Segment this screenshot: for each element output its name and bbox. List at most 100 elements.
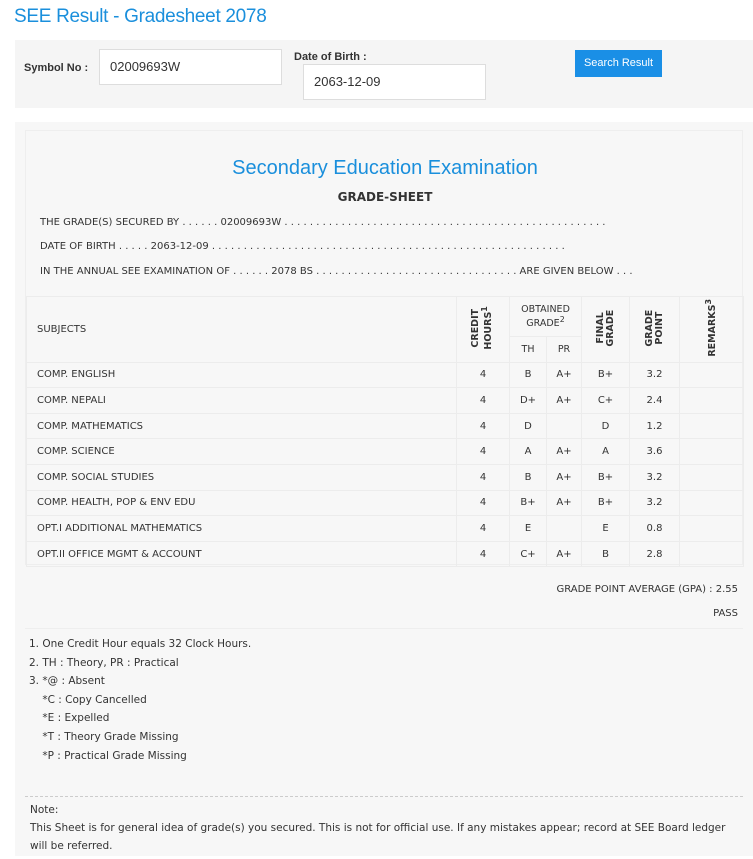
footnotes: 1. One Credit Hour equals 32 Clock Hours… xyxy=(29,635,251,765)
cell-credit: 4 xyxy=(456,412,510,440)
cell-final: B+ xyxy=(581,463,630,491)
cell-remarks xyxy=(679,387,744,414)
table-row: OPT.I ADDITIONAL MATHEMATICS 4 E E 0.8 xyxy=(26,515,744,542)
cell-pr xyxy=(546,412,582,440)
header-obtained-grade: OBTAINED GRADE2 xyxy=(509,296,582,337)
dob-line: DATE OF BIRTH . . . . . 2063-12-09 . . .… xyxy=(40,241,565,252)
footnote: *C : Copy Cancelled xyxy=(29,693,147,706)
exam-heading: Secondary Education Examination xyxy=(232,157,538,179)
search-result-button[interactable]: Search Result xyxy=(575,50,662,77)
secured-by-line: THE GRADE(S) SECURED BY . . . . . . 0200… xyxy=(40,217,606,228)
cell-final: B+ xyxy=(581,489,630,517)
header-grade-point: GRADE POINT xyxy=(629,296,680,363)
header-final-grade: FINAL GRADE xyxy=(581,296,630,363)
cell-credit: 4 xyxy=(456,438,510,465)
cell-th: A xyxy=(509,438,547,465)
cell-subject: COMP. NEPALI xyxy=(26,387,457,414)
table-row: COMP. NEPALI 4 D+ A+ C+ 2.4 xyxy=(26,387,744,414)
table-row: OPT.II OFFICE MGMT & ACCOUNT 4 C+ A+ B 2.8 xyxy=(26,540,744,568)
cell-credit: 4 xyxy=(456,489,510,517)
search-form: Symbol No : 02009693W Date of Birth : 20… xyxy=(15,40,753,108)
cell-final: E xyxy=(581,515,630,542)
table-row: COMP. SCIENCE 4 A A+ A 3.6 xyxy=(26,438,744,465)
note-title: Note: xyxy=(30,804,59,816)
cell-subject: OPT.I ADDITIONAL MATHEMATICS xyxy=(26,515,457,542)
cell-remarks xyxy=(679,438,744,465)
dob-label: Date of Birth : xyxy=(294,51,367,63)
cell-pr: A+ xyxy=(546,387,582,414)
page-title: SEE Result - Gradesheet 2078 xyxy=(14,6,267,27)
cell-pr: A+ xyxy=(546,438,582,465)
cell-th: C+ xyxy=(509,540,547,568)
cell-credit: 4 xyxy=(456,515,510,542)
divider xyxy=(25,628,743,629)
dob-input[interactable]: 2063-12-09 xyxy=(303,64,486,100)
cell-th: E xyxy=(509,515,547,542)
footnote: *E : Expelled xyxy=(29,712,110,725)
cell-subject: COMP. SOCIAL STUDIES xyxy=(26,463,457,491)
footnote: 3. *@ : Absent xyxy=(29,675,105,688)
cell-subject: COMP. MATHEMATICS xyxy=(26,412,457,440)
cell-final: A xyxy=(581,438,630,465)
cell-remarks xyxy=(679,463,744,491)
header-credit-hours: CREDIT HOURS1 xyxy=(456,296,510,363)
cell-subject: COMP. HEALTH, POP & ENV EDU xyxy=(26,489,457,517)
grade-sheet: Secondary Education Examination GRADE-SH… xyxy=(15,122,753,856)
result-status: PASS xyxy=(713,608,738,619)
table-row: COMP. HEALTH, POP & ENV EDU 4 B+ A+ B+ 3.2 xyxy=(26,489,744,517)
cell-final: C+ xyxy=(581,387,630,414)
cell-pr: A+ xyxy=(546,361,582,389)
cell-gp: 1.2 xyxy=(629,412,680,440)
header-subjects: SUBJECTS xyxy=(26,296,457,363)
cell-th: B+ xyxy=(509,489,547,517)
cell-remarks xyxy=(679,361,744,389)
cell-gp: 3.2 xyxy=(629,489,680,517)
header-th: TH xyxy=(509,336,547,363)
footnote: *T : Theory Grade Missing xyxy=(29,730,179,743)
cell-th: B xyxy=(509,463,547,491)
gpa: GRADE POINT AVERAGE (GPA) : 2.55 xyxy=(556,584,738,595)
cell-credit: 4 xyxy=(456,361,510,389)
cell-final: B+ xyxy=(581,361,630,389)
cell-final: D xyxy=(581,412,630,440)
cell-gp: 3.6 xyxy=(629,438,680,465)
cell-remarks xyxy=(679,489,744,517)
footnote: 2. TH : Theory, PR : Practical xyxy=(29,656,179,669)
header-remarks: REMARKS3 xyxy=(679,296,744,363)
symbol-input[interactable]: 02009693W xyxy=(99,49,282,85)
note-text: This Sheet is for general idea of grade(… xyxy=(30,822,726,852)
footnote: *P : Practical Grade Missing xyxy=(29,749,187,762)
note: Note: This Sheet is for general idea of … xyxy=(25,796,743,859)
cell-pr: A+ xyxy=(546,540,582,568)
cell-subject: COMP. SCIENCE xyxy=(26,438,457,465)
cell-pr xyxy=(546,515,582,542)
cell-gp: 3.2 xyxy=(629,463,680,491)
cell-credit: 4 xyxy=(456,387,510,414)
cell-th: D+ xyxy=(509,387,547,414)
exam-line: IN THE ANNUAL SEE EXAMINATION OF . . . .… xyxy=(40,266,633,277)
cell-th: B xyxy=(509,361,547,389)
grade-sheet-heading: GRADE-SHEET xyxy=(337,190,433,204)
cell-credit: 4 xyxy=(456,463,510,491)
grades-table: SUBJECTS CREDIT HOURS1 OBTAINED GRADE2 F… xyxy=(26,296,744,568)
cell-gp: 0.8 xyxy=(629,515,680,542)
header-pr: PR xyxy=(546,336,582,363)
table-row: COMP. SOCIAL STUDIES 4 B A+ B+ 3.2 xyxy=(26,463,744,491)
symbol-label: Symbol No : xyxy=(24,62,89,74)
table-row: COMP. ENGLISH 4 B A+ B+ 3.2 xyxy=(26,361,744,389)
cell-remarks xyxy=(679,540,744,568)
table-row: COMP. MATHEMATICS 4 D D 1.2 xyxy=(26,412,744,440)
cell-gp: 2.4 xyxy=(629,387,680,414)
cell-final: B xyxy=(581,540,630,568)
cell-pr: A+ xyxy=(546,489,582,517)
cell-gp: 3.2 xyxy=(629,361,680,389)
cell-remarks xyxy=(679,515,744,542)
cell-subject: COMP. ENGLISH xyxy=(26,361,457,389)
cell-th: D xyxy=(509,412,547,440)
cell-gp: 2.8 xyxy=(629,540,680,568)
footnote: 1. One Credit Hour equals 32 Clock Hours… xyxy=(29,638,252,650)
cell-subject: OPT.II OFFICE MGMT & ACCOUNT xyxy=(26,540,457,568)
cell-remarks xyxy=(679,412,744,440)
cell-credit: 4 xyxy=(456,540,510,568)
cell-pr: A+ xyxy=(546,463,582,491)
